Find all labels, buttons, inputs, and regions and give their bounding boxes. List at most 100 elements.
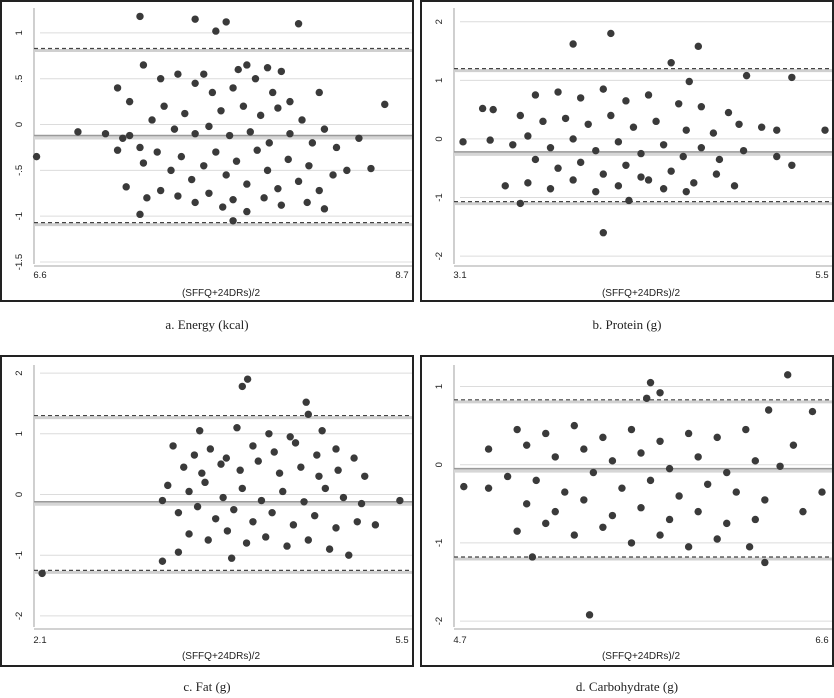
data-point bbox=[350, 454, 358, 462]
data-point bbox=[169, 442, 177, 450]
data-point bbox=[294, 20, 303, 28]
data-point bbox=[637, 173, 645, 181]
data-point bbox=[675, 100, 683, 108]
data-point bbox=[277, 201, 286, 209]
data-point bbox=[332, 524, 340, 532]
data-point bbox=[238, 484, 246, 493]
data-point bbox=[200, 70, 208, 78]
data-point bbox=[585, 611, 594, 619]
y-tick-label: 0 bbox=[434, 136, 445, 141]
data-point bbox=[185, 487, 193, 496]
data-point bbox=[243, 375, 252, 383]
data-point bbox=[589, 468, 598, 477]
data-point bbox=[136, 143, 144, 152]
data-point bbox=[608, 511, 617, 520]
data-point bbox=[211, 515, 220, 523]
data-point bbox=[667, 167, 675, 175]
data-point bbox=[174, 70, 182, 78]
y-tick-label: -1 bbox=[434, 539, 445, 547]
data-point bbox=[223, 527, 232, 535]
data-point bbox=[501, 182, 509, 190]
data-point bbox=[289, 521, 298, 529]
data-point bbox=[542, 429, 550, 438]
data-point bbox=[735, 120, 743, 128]
data-point bbox=[339, 493, 348, 502]
data-point bbox=[164, 481, 172, 490]
data-point bbox=[625, 196, 633, 205]
data-point bbox=[818, 488, 826, 496]
data-point bbox=[198, 469, 206, 477]
chart-panel-fat: 2 1 0 -1 -2 2.1 5.5 (SFFQ+24DRs)/2 bbox=[0, 355, 414, 667]
chart-panel-energy: 1 .5 0 -.5 -1 -1.5 6.6 8.7 (SFFQ+24DRs)/2 bbox=[0, 0, 414, 302]
data-point bbox=[761, 558, 769, 567]
data-point bbox=[246, 128, 255, 136]
x-tick-label: 5.5 bbox=[395, 635, 408, 646]
data-point bbox=[751, 515, 760, 524]
data-point bbox=[291, 439, 300, 447]
data-point bbox=[298, 116, 306, 124]
data-point bbox=[460, 482, 468, 491]
data-point bbox=[682, 126, 690, 134]
data-point bbox=[332, 143, 341, 152]
data-point bbox=[243, 61, 251, 69]
data-point bbox=[599, 228, 607, 237]
data-point bbox=[745, 543, 754, 551]
data-point bbox=[243, 180, 251, 188]
data-point bbox=[614, 182, 623, 190]
x-tick-label: 2.1 bbox=[33, 635, 46, 646]
data-point bbox=[644, 176, 653, 184]
data-point bbox=[784, 371, 792, 379]
data-point bbox=[262, 533, 270, 541]
data-point bbox=[656, 389, 664, 397]
data-point bbox=[229, 217, 237, 225]
data-point bbox=[516, 199, 525, 208]
data-point bbox=[554, 88, 562, 96]
data-point bbox=[190, 451, 199, 459]
data-point bbox=[234, 65, 242, 74]
data-point bbox=[367, 164, 375, 173]
y-tick-label: -1 bbox=[14, 212, 25, 220]
data-point bbox=[229, 195, 237, 204]
data-point bbox=[332, 445, 340, 453]
y-tick-label: 0 bbox=[14, 492, 25, 497]
data-point bbox=[268, 508, 276, 517]
data-point bbox=[256, 111, 265, 120]
x-tick-label: 4.7 bbox=[453, 635, 466, 646]
data-point bbox=[304, 410, 313, 419]
data-point bbox=[125, 97, 134, 106]
data-point bbox=[561, 488, 569, 496]
data-point bbox=[694, 42, 703, 51]
data-point bbox=[685, 77, 693, 86]
data-point bbox=[570, 421, 579, 430]
data-point bbox=[659, 141, 668, 149]
data-point bbox=[205, 189, 213, 197]
data-point bbox=[355, 134, 363, 142]
x-tick-label: 6.6 bbox=[815, 635, 828, 646]
data-point bbox=[139, 159, 148, 167]
data-point bbox=[618, 484, 626, 492]
data-point bbox=[551, 453, 559, 461]
data-point bbox=[788, 73, 796, 82]
data-point bbox=[592, 187, 600, 196]
data-point bbox=[484, 484, 493, 492]
data-point bbox=[204, 536, 212, 544]
chart-panel-protein: 2 1 0 -1 -2 3.1 5.5 (SFFQ+24DRs)/2 bbox=[420, 0, 834, 302]
data-point bbox=[136, 12, 144, 21]
y-tick-label: 0 bbox=[14, 122, 25, 127]
data-point bbox=[503, 472, 512, 481]
data-point bbox=[156, 75, 165, 83]
data-point bbox=[607, 111, 615, 120]
chart-svg-energy: 1 .5 0 -.5 -1 -1.5 6.6 8.7 (SFFQ+24DRs)/2 bbox=[14, 8, 412, 299]
data-point bbox=[697, 144, 706, 152]
data-point bbox=[486, 136, 494, 144]
data-point bbox=[580, 496, 588, 504]
data-point bbox=[665, 464, 674, 473]
y-tick-label: 2 bbox=[14, 370, 25, 375]
data-point bbox=[484, 445, 493, 453]
data-point bbox=[694, 507, 702, 516]
data-point bbox=[181, 109, 189, 118]
data-point bbox=[659, 185, 668, 193]
data-point bbox=[646, 378, 655, 387]
data-point bbox=[478, 104, 487, 113]
data-point bbox=[32, 152, 41, 161]
